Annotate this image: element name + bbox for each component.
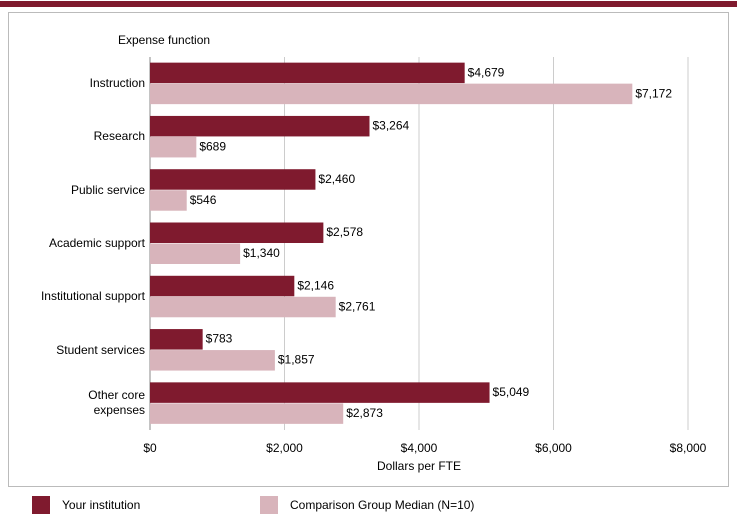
- x-tick-label: $0: [143, 441, 157, 455]
- bar: [150, 190, 187, 211]
- x-tick-label: $8,000: [670, 441, 707, 455]
- top-bar: [0, 1, 737, 7]
- bar: [150, 243, 241, 264]
- y-tick-label: Other core expenses: [88, 388, 145, 418]
- y-tick-label: Academic support: [48, 236, 145, 250]
- bar: [150, 136, 197, 158]
- x-axis-label: Dollars per FTE: [377, 459, 461, 473]
- x-tick-label: $6,000: [535, 441, 572, 455]
- chart-title: Expense function: [118, 33, 210, 47]
- legend-label: Comparison Group Median (N=10): [290, 498, 474, 512]
- bar: [150, 403, 344, 424]
- bar: [150, 169, 316, 190]
- legend-swatch: [32, 496, 50, 514]
- value-label: $3,264: [373, 119, 410, 133]
- value-label: $1,340: [243, 246, 280, 260]
- value-label: $2,578: [326, 225, 363, 239]
- legend-label: Your institution: [62, 498, 140, 512]
- bar: [150, 115, 370, 137]
- value-label: $2,146: [297, 278, 334, 292]
- bar: [150, 62, 465, 84]
- bar: [150, 329, 203, 350]
- bar: [150, 296, 336, 318]
- x-tick-label: $4,000: [401, 441, 438, 455]
- value-label: $2,460: [318, 172, 355, 186]
- value-label: $2,761: [339, 299, 376, 313]
- y-tick-label: Student services: [56, 342, 145, 357]
- value-label: $1,857: [278, 353, 315, 367]
- bar: [150, 222, 324, 243]
- y-tick-label: Instruction: [89, 76, 145, 91]
- bar: [150, 83, 633, 105]
- value-label: $689: [199, 140, 226, 154]
- value-label: $2,873: [346, 406, 383, 420]
- bar: [150, 382, 490, 403]
- x-tick-label: $2,000: [266, 441, 303, 455]
- value-label: $783: [206, 332, 233, 346]
- chart-border: [8, 12, 729, 487]
- y-tick-label: Public service: [70, 182, 145, 197]
- bar: [150, 275, 295, 297]
- value-label: $7,172: [635, 86, 672, 100]
- y-tick-label: Institutional support: [40, 289, 145, 304]
- value-label: $4,679: [468, 65, 505, 79]
- y-tick-label: Research: [93, 129, 145, 144]
- bar: [150, 350, 275, 371]
- legend-swatch: [260, 496, 278, 514]
- value-label: $5,049: [493, 385, 530, 399]
- value-label: $546: [190, 193, 217, 207]
